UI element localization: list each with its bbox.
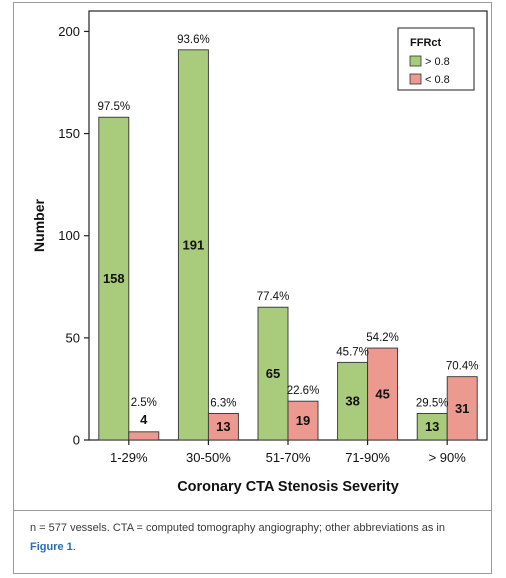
bar-green xyxy=(257,306,289,441)
data-label-count: 65 xyxy=(266,366,280,381)
bar-red xyxy=(287,400,319,441)
figure-link[interactable]: Figure 1 xyxy=(30,541,73,553)
data-label-count: 31 xyxy=(455,401,469,416)
figure-frame xyxy=(13,2,492,574)
data-label-percent: 2.5% xyxy=(131,397,157,409)
x-tick-label: 1-29% xyxy=(110,450,148,465)
legend-swatch xyxy=(409,55,422,67)
x-tick-label: 30-50% xyxy=(186,450,231,465)
figure-caption: n = 577 vessels. CTA = computed tomograp… xyxy=(30,519,470,557)
data-label-percent: 70.4% xyxy=(446,361,479,373)
data-label-percent: 29.5% xyxy=(416,397,449,409)
x-tick-label: 51-70% xyxy=(266,450,311,465)
data-label-count: 38 xyxy=(345,394,359,409)
chart-legend: FFRct > 0.8 < 0.8 xyxy=(397,27,475,91)
bar-red xyxy=(128,431,160,441)
legend-swatch xyxy=(409,73,422,85)
caption-divider xyxy=(13,510,492,511)
y-tick-label: 200 xyxy=(58,24,80,39)
caption-text: n = 577 vessels. CTA = computed tomograp… xyxy=(30,522,445,534)
y-axis-label: Number xyxy=(31,199,47,252)
data-label-count: 158 xyxy=(103,271,125,286)
x-axis-label: Coronary CTA Stenosis Severity xyxy=(177,479,399,495)
data-label-count: 13 xyxy=(216,419,230,434)
data-label-percent: 77.4% xyxy=(257,291,290,303)
bar-red xyxy=(367,347,399,441)
data-label-percent: 22.6% xyxy=(287,385,320,397)
legend-label: > 0.8 xyxy=(425,56,450,68)
y-tick-label: 100 xyxy=(58,228,80,243)
chart-labels: 158 97.5% 4 2.5% 191 93.6% 13 6.3% 65 77.4% 19 22.6… xyxy=(97,34,478,434)
data-label-count: 45 xyxy=(375,387,389,402)
data-label-count: 13 xyxy=(425,419,439,434)
bar-green xyxy=(98,116,130,441)
data-label-count: 191 xyxy=(183,237,205,252)
data-label-count: 19 xyxy=(296,413,310,428)
data-label-percent: 97.5% xyxy=(97,101,130,113)
bar-green xyxy=(337,361,369,441)
x-tick-label: 71-90% xyxy=(345,450,390,465)
bar-red xyxy=(207,412,239,441)
caption-end: . xyxy=(72,541,76,553)
data-label-percent: 54.2% xyxy=(366,332,399,344)
data-label-percent: 6.3% xyxy=(210,397,236,409)
legend-title: FFRct xyxy=(410,37,442,49)
y-tick-label: 0 xyxy=(73,433,80,448)
data-label-percent: 93.6% xyxy=(177,34,210,46)
data-label-count: 4 xyxy=(140,412,148,427)
data-label-percent: 45.7% xyxy=(336,346,369,358)
x-tick-label: > 90% xyxy=(429,450,467,465)
bar-red xyxy=(446,376,478,441)
y-tick-label: 50 xyxy=(66,330,80,345)
chart-bars xyxy=(98,49,478,441)
legend-label: < 0.8 xyxy=(425,74,450,86)
y-tick-label: 150 xyxy=(58,126,80,141)
bar-green xyxy=(177,49,209,441)
